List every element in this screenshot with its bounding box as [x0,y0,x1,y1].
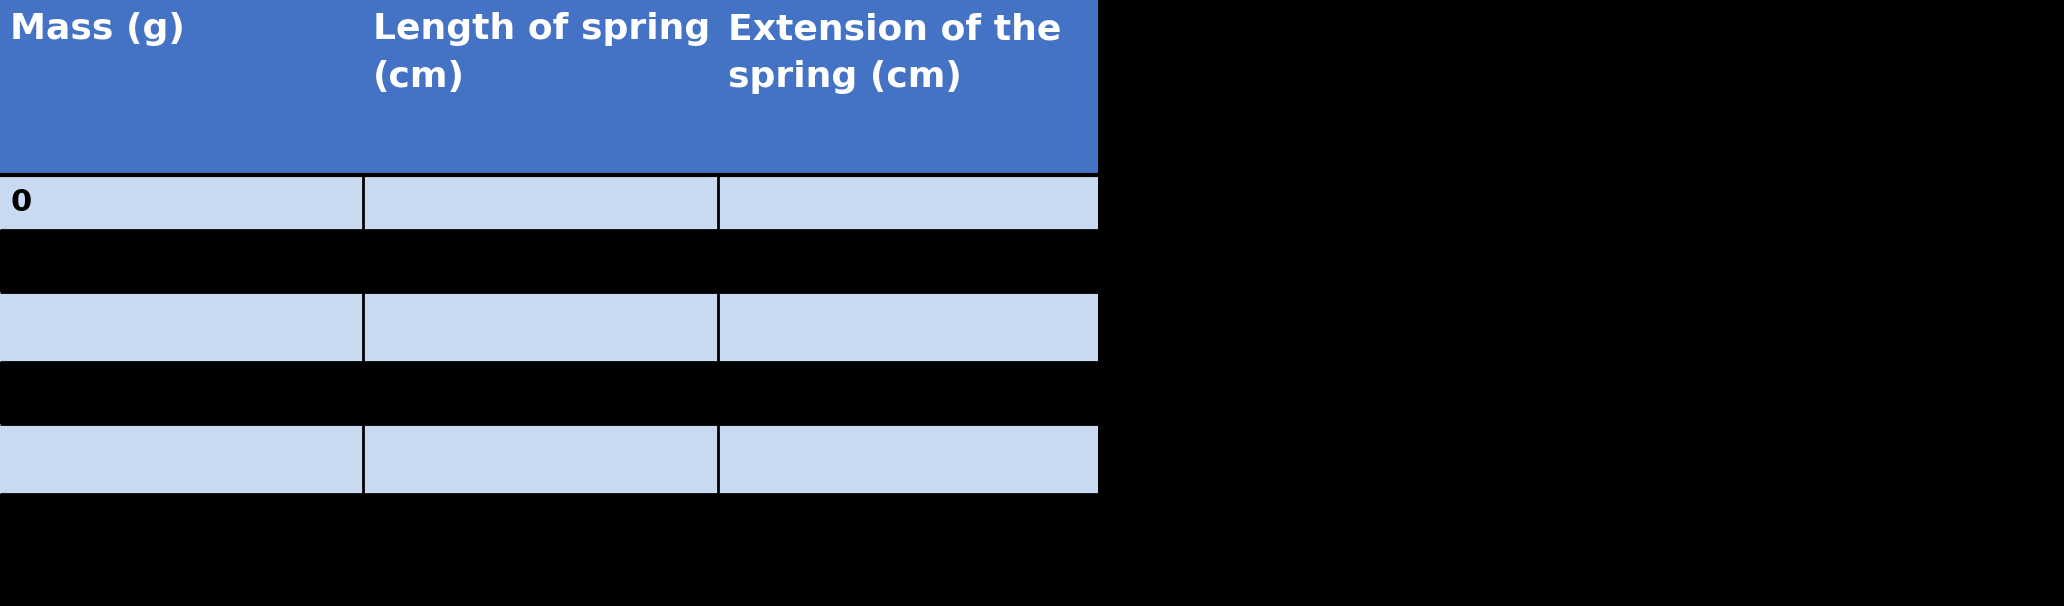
Bar [0,175,363,230]
Bar [363,230,718,292]
Bar [0,362,363,424]
Bar [363,292,718,362]
Bar [363,0,718,175]
Text: Length of spring
(cm): Length of spring (cm) [374,12,710,93]
Bar [363,424,718,494]
Bar [718,230,1098,292]
Text: 0: 0 [10,188,31,217]
Bar [718,292,1098,362]
Bar [0,292,363,362]
Bar [0,230,363,292]
Bar [0,0,363,175]
Bar [363,175,718,230]
Bar [363,362,718,424]
Bar [718,175,1098,230]
Bar [0,424,363,494]
Text: Extension of the
spring (cm): Extension of the spring (cm) [729,12,1061,93]
Bar [718,424,1098,494]
Text: Mass (g): Mass (g) [10,12,186,46]
Bar [718,0,1098,175]
Bar [718,362,1098,424]
